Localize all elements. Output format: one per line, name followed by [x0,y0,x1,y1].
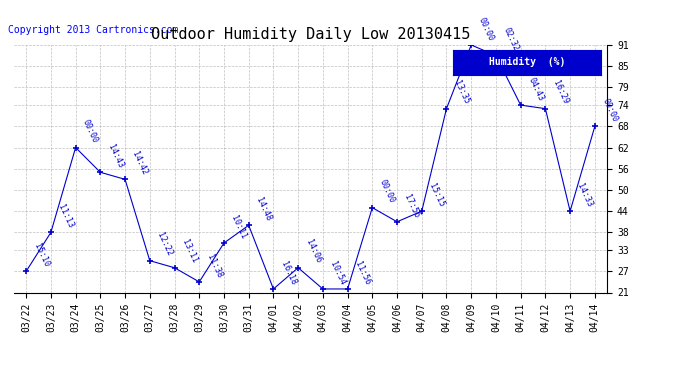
Text: 14:33: 14:33 [575,182,594,209]
Text: 16:29: 16:29 [551,80,570,106]
Text: 15:15: 15:15 [427,182,446,209]
Text: 11:38: 11:38 [205,253,224,279]
Text: 15:10: 15:10 [32,242,50,268]
Text: 16:18: 16:18 [279,260,297,286]
Text: 12:22: 12:22 [155,231,174,258]
Text: 00:00: 00:00 [600,97,619,123]
Title: Outdoor Humidity Daily Low 20130415: Outdoor Humidity Daily Low 20130415 [151,27,470,42]
Text: 14:48: 14:48 [254,196,273,222]
Text: 04:43: 04:43 [526,76,545,102]
Text: 00:00: 00:00 [81,118,100,145]
Text: 14:06: 14:06 [304,238,322,265]
Text: 00:00: 00:00 [477,16,495,42]
Text: 17:56: 17:56 [402,192,422,219]
Text: 02:32: 02:32 [502,26,520,53]
Text: Copyright 2013 Cartronics.com: Copyright 2013 Cartronics.com [8,25,178,35]
Text: 13:35: 13:35 [452,80,471,106]
Text: 00:00: 00:00 [378,178,397,205]
Text: 13:11: 13:11 [180,238,199,265]
Text: 10:54: 10:54 [328,260,347,286]
Text: 14:43: 14:43 [106,143,125,170]
Text: 14:42: 14:42 [130,150,149,177]
Text: 11:13: 11:13 [57,203,75,229]
Text: 11:56: 11:56 [353,260,372,286]
Text: 10:11: 10:11 [230,214,248,240]
